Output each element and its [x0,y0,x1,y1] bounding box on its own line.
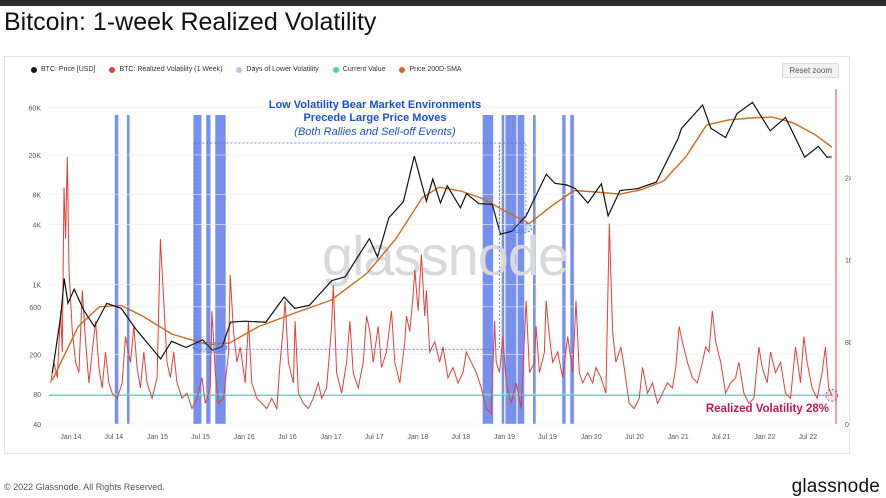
legend-price-label: BTC: Price [USD] [41,66,96,73]
legend-sma-dot [399,66,406,73]
y-tick-label-left: 8K [32,193,41,200]
y-tick-label-right: 240 [845,175,851,182]
legend-item-volatility[interactable]: BTC: Realized Volatility (1 Week) [109,66,222,73]
highlight-ellipse-2015 [192,341,228,353]
x-tick-label: Jan 20 [581,434,602,441]
x-tick-label: Jul 18 [451,434,470,441]
lower-volatility-band [114,115,119,424]
x-tick-label: Jan 22 [754,434,775,441]
legend-lower-vol-label: Days of Lower Volatility [246,66,319,73]
legend-volatility-dot [109,66,116,73]
lower-volatility-band [501,115,505,424]
x-tick-label: Jul 15 [191,434,210,441]
x-tick-label: Jan 14 [60,434,81,441]
y-tick-label-left: 600 [29,305,41,312]
y-tick-label-right: 0 [845,422,849,429]
lower-volatility-band [533,115,536,424]
y-tick-label-left: 4K [32,223,41,230]
y-tick-label-right: 160 [845,258,851,265]
y-tick-label-left: 20K [29,153,42,160]
left-axis: 40 80 200 600 1K 4K 8K 20K 60K [29,105,42,429]
x-tick-label: Jan 18 [407,434,428,441]
legend-volatility-label: BTC: Realized Volatility (1 Week) [119,66,223,73]
lower-volatility-band [215,115,226,424]
x-tick-label: Jan 21 [668,434,689,441]
annotation-line-1: Low Volatility Bear Market Environments [269,99,482,111]
y-tick-label-left: 40 [33,422,41,429]
page-title: Bitcoin: 1-week Realized Volatility [4,8,377,36]
lower-volatility-band [562,115,566,424]
y-tick-label-left: 200 [29,352,41,359]
right-axis: 0 80 160 240 [835,89,851,429]
lower-volatility-band [505,115,517,424]
y-tick-label-left: 80 [33,392,41,399]
y-tick-label-right: 80 [845,340,851,347]
x-tick-label: Jan 19 [494,434,515,441]
legend-current-value-label: Current Value [342,66,386,73]
x-tick-label: Jul 17 [365,434,384,441]
legend-price-dot [31,66,37,73]
annotation-line-3: (Both Rallies and Sell-off Events) [294,126,456,138]
x-tick-label: Jul 16 [278,434,297,441]
top-strip [0,0,886,6]
annotation-box-2019 [498,142,527,231]
x-tick-label: Jan 16 [234,434,255,441]
current-volatility-callout: Realized Volatility 28% [706,403,829,415]
legend-item-current-value[interactable]: Current Value [332,66,386,73]
series-line-volatility [50,156,833,415]
chart-legend: BTC: Price [USD] BTC: Realized Volatilit… [31,66,462,73]
copyright-footer: © 2022 Glassnode. All Rights Reserved. [4,482,165,492]
annotation-box-2015 [193,142,500,350]
legend-lower-vol-dot [236,66,243,73]
brand-logo: glassnode [791,476,880,497]
legend-item-sma[interactable]: Price 200D-SMA [399,66,462,73]
x-tick-label: Jul 19 [538,434,557,441]
legend-current-value-dot [332,66,339,73]
x-tick-label: Jul 21 [712,434,731,441]
x-tick-label: Jul 22 [798,434,817,441]
current-value-marker [825,388,839,402]
chart-card: BTC: Price [USD] BTC: Realized Volatilit… [4,56,851,454]
y-tick-label-left: 1K [32,283,41,290]
lower-volatility-band [206,115,211,424]
x-tick-label: Jul 20 [625,434,644,441]
legend-sma-label: Price 200D-SMA [409,66,462,73]
series-line-sma [51,116,833,381]
reset-zoom-button[interactable]: Reset zoom [782,63,839,78]
lower-volatility-band [517,115,525,424]
x-tick-label: Jan 17 [321,434,342,441]
x-axis: Jan 14 Jul 14 Jan 15 Jul 15 Jan 16 Jul 16 Jan … [60,434,817,441]
y-tick-label-left: 60K [29,105,42,112]
x-tick-label: Jan 15 [147,434,168,441]
lower-volatility-band [482,115,494,424]
legend-item-lower-vol[interactable]: Days of Lower Volatility [236,66,319,73]
lower-volatility-bands [114,115,574,424]
series-line-price [51,101,832,374]
lower-volatility-band [126,115,130,424]
lower-volatility-band [193,115,202,424]
legend-item-price[interactable]: BTC: Price [USD] [31,66,95,73]
x-tick-label: Jul 14 [104,434,123,441]
annotation-line-2: Precede Large Price Moves [303,112,446,124]
highlight-ellipse-2019 [511,222,533,234]
lower-volatility-band [570,115,574,424]
